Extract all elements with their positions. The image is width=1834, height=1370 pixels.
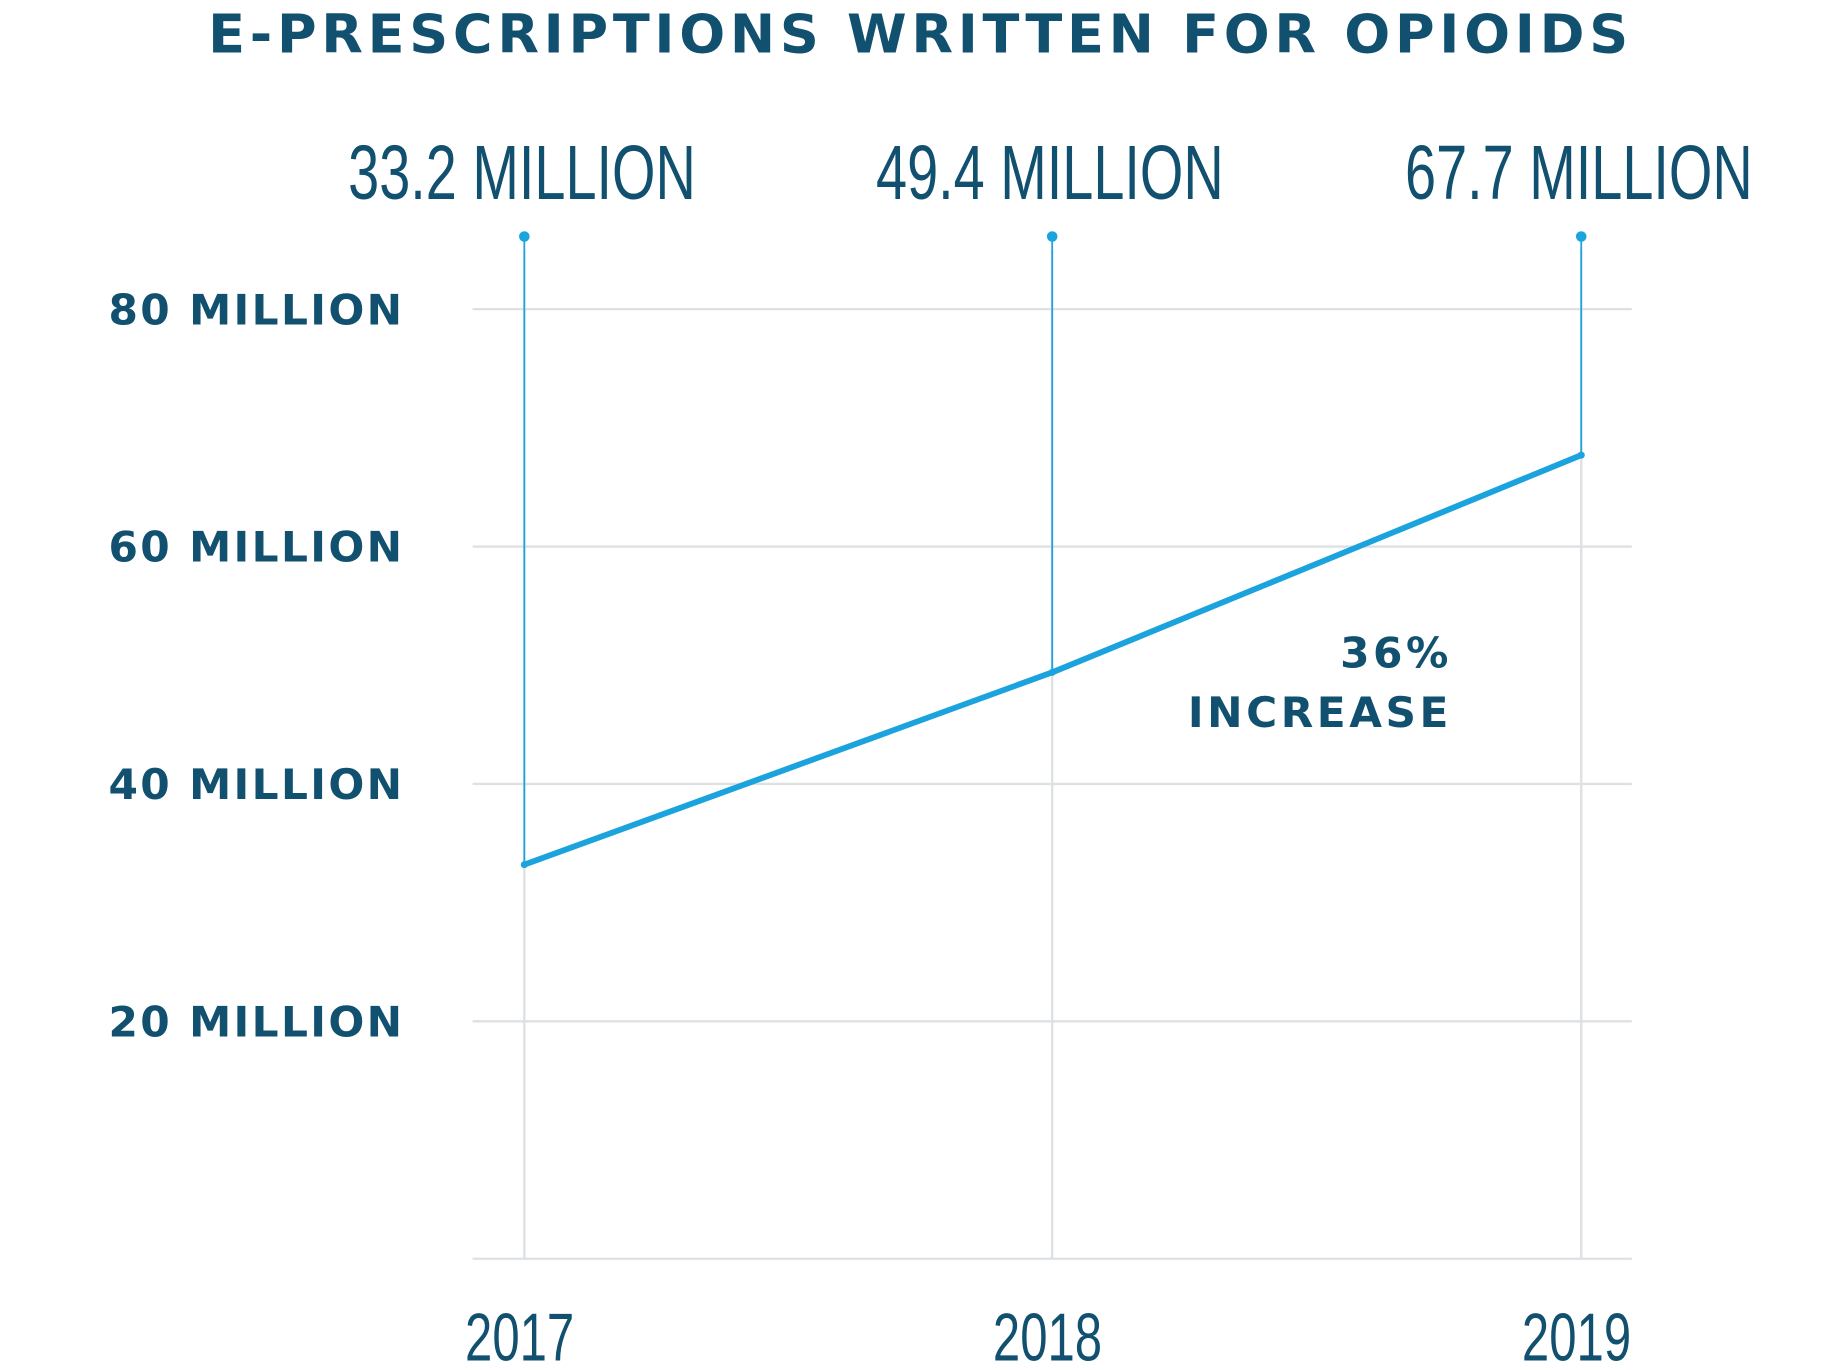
stem-dot <box>1575 231 1587 242</box>
value-label: 67.7 MILLION <box>1405 130 1753 216</box>
value-label: 49.4 MILLION <box>876 130 1224 216</box>
annotation-increase: INCREASE <box>1188 688 1452 737</box>
y-tick-label: 40 MILLION <box>108 760 404 809</box>
stem-dot <box>1046 231 1058 242</box>
data-point <box>1577 451 1585 459</box>
x-tick-label: 2019 <box>1522 1299 1631 1370</box>
x-axis: 2017 2018 2019 <box>465 1299 1631 1370</box>
chart-title: E-PRESCRIPTIONS WRITTEN FOR OPIOIDS <box>208 3 1633 66</box>
annotation-percent: 36% <box>1340 629 1452 678</box>
value-label: 33.2 MILLION <box>348 130 696 216</box>
x-tick-label: 2018 <box>993 1299 1102 1370</box>
stem-dot <box>519 231 530 242</box>
y-axis: 20 MILLION 40 MILLION 60 MILLION 80 MILLION <box>108 285 404 1047</box>
value-labels: 33.2 MILLION 49.4 MILLION 67.7 MILLION <box>348 130 1753 216</box>
y-tick-label: 20 MILLION <box>108 998 404 1047</box>
y-tick-label: 60 MILLION <box>108 523 404 572</box>
data-point <box>520 861 528 869</box>
value-stems <box>519 231 1587 865</box>
x-tick-label: 2017 <box>465 1299 574 1370</box>
y-tick-label: 80 MILLION <box>108 285 404 334</box>
data-point <box>1048 668 1056 676</box>
series <box>520 451 1585 869</box>
